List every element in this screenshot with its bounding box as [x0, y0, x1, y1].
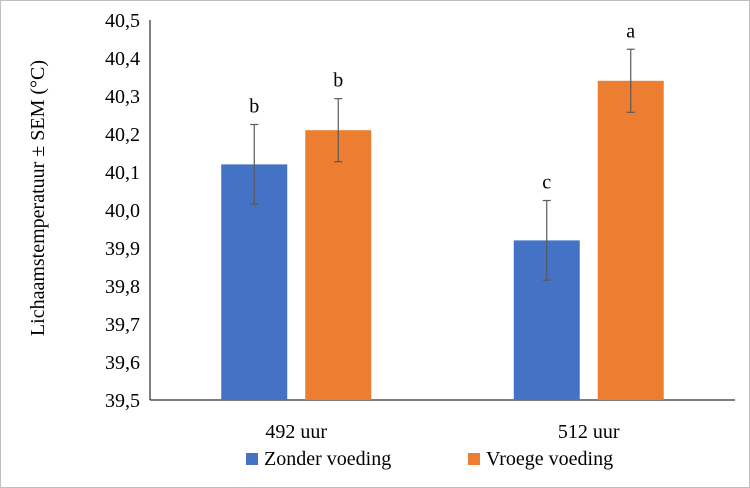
y-tick-label: 40,5	[105, 10, 140, 32]
y-tick-label: 40,0	[105, 200, 140, 222]
significance-letter: c	[542, 172, 551, 194]
y-axis-label: Lichaamstemperatuur ± SEM (°C)	[27, 60, 49, 336]
legend-label: Zonder voeding	[264, 448, 391, 470]
y-tick-label: 40,2	[105, 124, 140, 146]
y-tick-label: 39,9	[105, 238, 140, 260]
x-tick-label: 512 uur	[558, 421, 620, 443]
significance-letter: b	[249, 96, 259, 118]
y-tick-label: 39,6	[105, 352, 140, 374]
x-tick-label: 492 uur	[265, 421, 327, 443]
legend-item: Vroege voeding	[468, 448, 613, 470]
legend-item: Zonder voeding	[246, 448, 391, 470]
x-tick-labels: 492 uur 512 uur	[265, 421, 620, 443]
y-tick-label: 40,1	[105, 162, 140, 184]
bar-vroege-voeding	[597, 80, 664, 401]
legend-swatch	[246, 453, 258, 465]
error-bar	[334, 98, 343, 163]
y-tick-label: 40,3	[105, 86, 140, 108]
y-tick-labels: 39,5 39,6 39,7 39,8 39,9 40,0 40,1 40,2 40,3 40,4…	[105, 10, 140, 412]
bars: b b c a	[221, 20, 664, 401]
bar-vroege-voeding	[305, 130, 372, 400]
y-tick-label: 39,7	[105, 314, 140, 336]
significance-letter: b	[333, 70, 343, 92]
legend-label: Vroege voeding	[486, 448, 613, 470]
y-tick-label: 39,5	[105, 390, 140, 412]
y-tick-label: 40,4	[105, 48, 140, 70]
significance-letter: a	[626, 20, 635, 42]
error-bar	[542, 199, 551, 281]
y-tick-label: 39,8	[105, 276, 140, 298]
legend-swatch	[468, 453, 480, 465]
error-bar	[250, 123, 259, 205]
legend: Zonder voeding Vroege voeding	[246, 448, 613, 470]
error-bar	[626, 48, 635, 113]
